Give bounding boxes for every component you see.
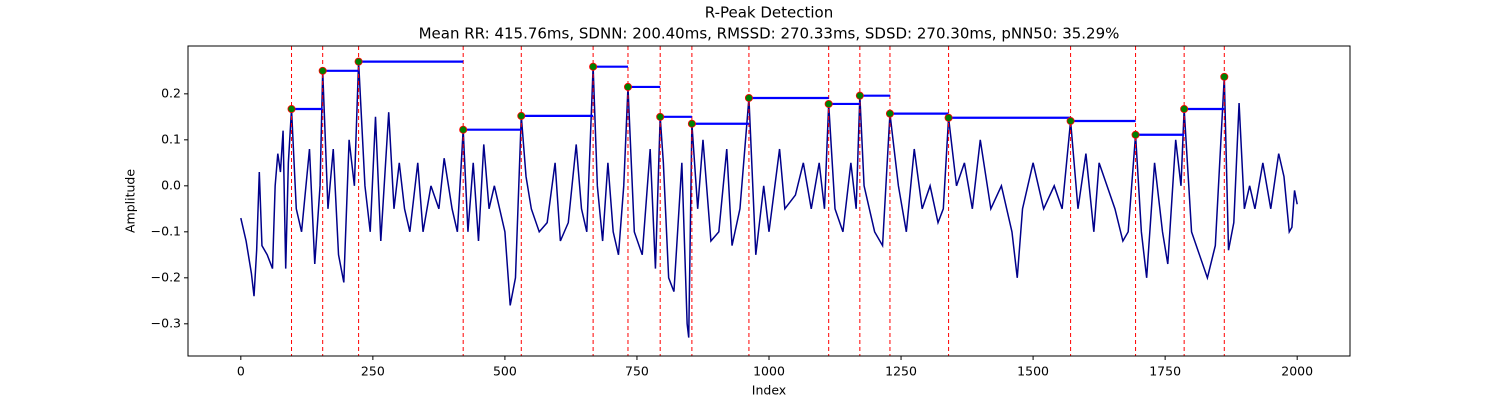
peak-point (687, 119, 696, 128)
peak-point (855, 91, 864, 100)
x-tick-label: 1500 (1017, 364, 1049, 379)
peak-point (517, 111, 526, 120)
x-tick-label: 250 (361, 364, 385, 379)
peak-point (1066, 116, 1075, 125)
peak-point (824, 99, 833, 108)
y-tick-label: −0.1 (151, 223, 181, 238)
x-tick-label: 1000 (753, 364, 785, 379)
peak-point (656, 112, 665, 121)
signal-line (240, 61, 1298, 338)
peak-point (354, 57, 363, 66)
x-tick-label: 500 (493, 364, 517, 379)
x-tick-label: 0 (237, 364, 245, 379)
peak-point (1131, 130, 1140, 139)
x-tick-label: 1250 (885, 364, 917, 379)
chart-title: R-Peak Detection (705, 4, 833, 22)
peak-point (589, 62, 598, 71)
x-tick-label: 750 (625, 364, 649, 379)
y-tick-label: −0.2 (151, 269, 181, 284)
chart-subtitle: Mean RR: 415.76ms, SDNN: 200.40ms, RMSSD… (419, 25, 1120, 43)
y-axis-label: Amplitude (123, 169, 138, 233)
y-tick-label: 0.2 (161, 85, 181, 100)
peak-point (1180, 105, 1189, 114)
peak-point (744, 93, 753, 102)
peak-point (459, 125, 468, 134)
y-tick-label: 0.0 (161, 177, 181, 192)
peak-point (944, 113, 953, 122)
peak-point (623, 82, 632, 91)
x-tick-label: 2000 (1281, 364, 1313, 379)
y-tick-label: −0.3 (151, 315, 181, 330)
peak-point (1220, 72, 1229, 81)
x-axis-label: Index (752, 383, 786, 398)
plot-area (240, 46, 1298, 356)
peak-point (318, 66, 327, 75)
peak-point (287, 105, 296, 114)
y-tick-label: 0.1 (161, 131, 181, 146)
peak-point (885, 109, 894, 118)
x-tick-label: 1750 (1149, 364, 1181, 379)
